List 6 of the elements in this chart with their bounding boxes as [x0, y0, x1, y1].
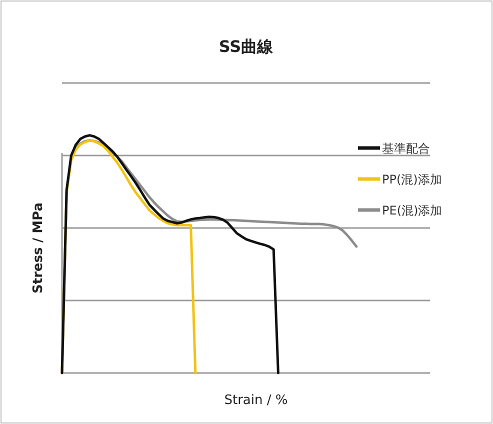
- legend-label: PP(混)添加: [382, 172, 442, 186]
- chart-title: SS曲線: [218, 37, 274, 56]
- x-axis-title: Strain / %: [224, 393, 288, 408]
- legend-label: 基準配合: [382, 142, 430, 156]
- legend-label: PE(混)添加: [382, 204, 442, 218]
- y-axis-title: Stress / MPa: [31, 202, 46, 294]
